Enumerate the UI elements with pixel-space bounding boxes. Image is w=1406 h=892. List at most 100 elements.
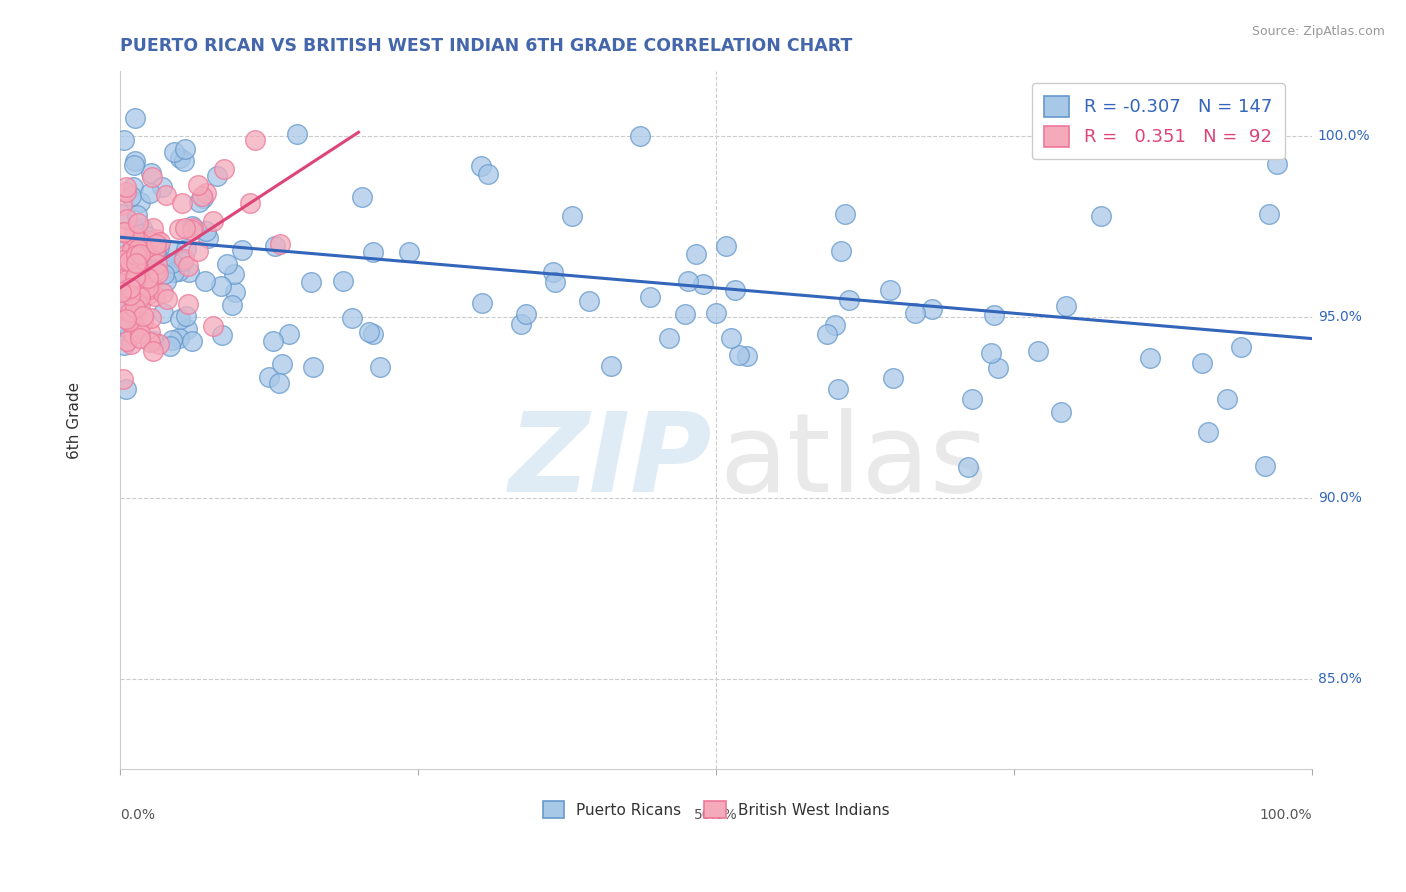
Point <box>136 238 159 252</box>
Point <box>720 331 742 345</box>
Point <box>139 311 162 326</box>
Point <box>121 234 143 248</box>
Point <box>167 263 190 277</box>
Point <box>122 180 145 194</box>
Point <box>714 239 737 253</box>
Point <box>194 274 217 288</box>
Point <box>139 186 162 200</box>
Point <box>167 222 190 236</box>
Point <box>191 189 214 203</box>
Point <box>658 331 681 345</box>
Point <box>221 298 243 312</box>
Point <box>980 346 1002 360</box>
Point <box>277 326 299 341</box>
Point <box>111 198 134 212</box>
Point <box>138 271 160 285</box>
Legend: Puerto Ricans, British West Indians: Puerto Ricans, British West Indians <box>537 795 896 824</box>
Point <box>211 327 233 342</box>
Point <box>110 285 132 300</box>
Point <box>191 191 214 205</box>
Point <box>879 283 901 297</box>
Point <box>838 293 860 308</box>
Point <box>267 376 290 391</box>
Point <box>735 349 758 363</box>
Point <box>127 257 149 271</box>
Point <box>187 178 209 192</box>
Point <box>115 383 138 397</box>
Point <box>131 231 153 245</box>
Point <box>960 392 983 407</box>
Point <box>127 216 149 230</box>
Point <box>125 256 148 270</box>
Point <box>600 359 623 374</box>
Point <box>129 290 152 304</box>
Point <box>127 259 149 273</box>
Point <box>183 220 205 235</box>
Point <box>921 302 943 317</box>
Point <box>628 128 651 143</box>
Point <box>146 265 169 279</box>
Point <box>181 219 204 234</box>
Point <box>124 277 146 291</box>
Point <box>264 238 287 252</box>
Point <box>1054 299 1077 313</box>
Point <box>678 274 700 288</box>
Text: 50.0%: 50.0% <box>695 808 738 822</box>
Point <box>471 295 494 310</box>
Point <box>127 243 149 257</box>
Text: 85.0%: 85.0% <box>1317 672 1361 686</box>
Point <box>127 208 149 222</box>
Point <box>270 358 292 372</box>
Point <box>134 242 156 256</box>
Point <box>124 154 146 169</box>
Point <box>197 230 219 244</box>
Point <box>1254 459 1277 474</box>
Point <box>201 318 224 333</box>
Point <box>177 259 200 273</box>
Point <box>269 236 291 251</box>
Point <box>515 307 537 321</box>
Point <box>118 329 141 343</box>
Point <box>127 254 149 268</box>
Point <box>122 229 145 244</box>
Point <box>112 280 135 294</box>
Point <box>561 209 583 223</box>
Point <box>125 235 148 250</box>
Point <box>983 308 1005 322</box>
Point <box>160 244 183 259</box>
Point <box>1090 210 1112 224</box>
Point <box>986 361 1008 376</box>
Point <box>544 276 567 290</box>
Point <box>361 327 384 342</box>
Point <box>118 304 141 318</box>
Point <box>138 326 160 340</box>
Point <box>114 180 136 194</box>
Point <box>231 243 253 257</box>
Point <box>129 246 152 260</box>
Point <box>142 334 165 349</box>
Point <box>128 195 150 210</box>
Point <box>239 196 262 211</box>
Point <box>114 273 136 287</box>
Point <box>136 228 159 243</box>
Point <box>834 207 856 221</box>
Point <box>121 327 143 342</box>
Point <box>640 290 662 304</box>
Point <box>904 306 927 320</box>
Point <box>141 253 163 268</box>
Point <box>167 330 190 344</box>
Point <box>148 336 170 351</box>
Point <box>824 318 846 332</box>
Point <box>149 235 172 249</box>
Point <box>139 335 162 350</box>
Point <box>118 280 141 294</box>
Point <box>115 212 138 227</box>
Point <box>692 277 714 292</box>
Point <box>110 206 132 220</box>
Point <box>299 275 322 289</box>
Text: 100.0%: 100.0% <box>1317 129 1371 143</box>
Point <box>172 254 194 268</box>
Point <box>125 308 148 322</box>
Point <box>159 256 181 270</box>
Point <box>477 167 499 181</box>
